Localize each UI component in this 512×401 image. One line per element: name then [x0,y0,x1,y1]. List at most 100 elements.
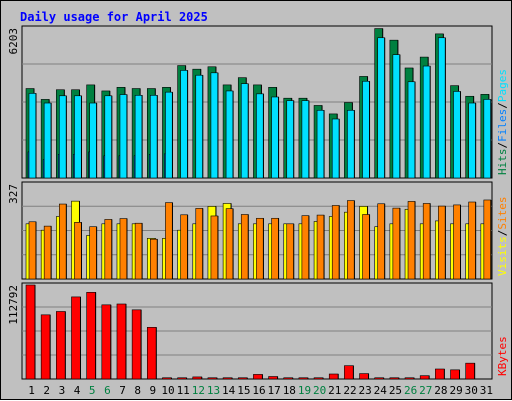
bar-sites-day-26 [407,201,416,280]
x-tick-label: 17 [268,384,281,397]
x-tick-label: 12 [192,384,205,397]
bar-kbytes-day-18 [283,377,294,380]
bar-sites-day-29 [453,204,462,280]
legend-entry: KBytes [496,336,509,376]
bar-pages-day-27 [422,65,431,179]
bar-sites-day-15 [240,214,249,280]
x-tick-label: 10 [161,384,174,397]
legend-entry: Visits [496,236,509,276]
x-tick-label: 24 [374,384,388,397]
bar-sites-day-6 [104,219,113,280]
bar-kbytes-day-21 [328,373,339,380]
legend-label: Visits/Sites [496,197,509,277]
x-tick-label: 11 [177,384,190,397]
bar-kbytes-day-30 [465,362,476,380]
x-tick-label: 20 [313,384,326,397]
x-tick-label: 18 [283,384,296,397]
bar-sites-day-19 [301,215,310,280]
bar-kbytes-day-11 [177,377,188,380]
bar-pages-day-25 [392,54,401,179]
bar-sites-day-9 [149,238,158,280]
legend-entry: / [496,142,509,149]
bar-sites-day-7 [119,218,128,280]
bar-kbytes-day-17 [268,376,279,380]
bar-sites-day-20 [316,214,325,280]
bar-kbytes-day-10 [162,377,172,380]
bar-pages-day-26 [407,81,416,179]
bar-sites-day-31 [483,199,492,280]
panel-kbytes: 112792 KBytes [7,282,509,380]
legend-entry: Pages [496,69,509,102]
x-tick-label: 13 [207,384,220,397]
bar-kbytes-day-23 [359,373,370,380]
x-tick-label: 6 [104,384,111,397]
series-kbytes [25,284,476,380]
bar-sites-day-23 [362,214,371,280]
bar-pages-day-3 [59,95,67,179]
legend-label: Hits/Files/Pages [496,69,509,175]
bar-kbytes-day-2 [40,314,51,380]
bar-pages-day-31 [483,99,492,179]
x-tick-label: 16 [252,384,265,397]
axis-max-label: 6203 [7,28,20,55]
bar-pages-day-9 [149,94,158,179]
bar-kbytes-day-9 [146,327,157,380]
x-tick-label: 23 [359,384,372,397]
panel-visits-sites: 327 Visits/Sites [7,181,509,280]
x-tick-label: 21 [328,384,341,397]
legend-entry: / [496,230,509,237]
bar-pages-day-29 [453,91,462,179]
bar-kbytes-day-5 [86,292,97,380]
bar-sites-day-22 [347,200,355,280]
bar-kbytes-day-29 [450,369,461,380]
bar-kbytes-day-8 [131,309,142,380]
bar-pages-day-24 [377,37,386,179]
x-tick-label: 5 [89,384,96,397]
bar-kbytes-day-3 [56,311,66,380]
bar-pages-day-22 [347,109,355,179]
bar-sites-day-13 [210,215,219,280]
x-tick-label: 4 [74,384,81,397]
x-tick-label: 9 [150,384,157,397]
x-tick-label: 27 [419,384,432,397]
bar-pages-day-12 [195,74,204,179]
x-tick-label: 29 [449,384,462,397]
bar-sites-day-28 [438,205,446,280]
bar-sites-day-5 [89,226,98,280]
bar-sites-day-30 [468,201,477,280]
bar-kbytes-day-24 [374,377,385,380]
bar-kbytes-day-25 [389,377,400,380]
x-tick-label: 14 [222,384,236,397]
bar-sites-day-12 [195,208,204,280]
bar-kbytes-day-6 [101,304,112,380]
x-tick-label: 25 [389,384,402,397]
bar-sites-day-16 [256,217,264,280]
bar-kbytes-day-26 [404,377,415,380]
legend-entry: / [496,102,509,109]
bar-kbytes-day-1 [25,284,36,380]
bar-pages-day-16 [256,93,264,179]
bar-kbytes-day-20 [313,377,324,380]
series-pages [28,37,492,179]
axis-max-label: 327 [7,184,20,204]
x-tick-label: 19 [298,384,311,397]
legend-entry: Sites [496,197,509,230]
bar-sites-day-21 [331,205,340,280]
legend-entry: Files [496,109,509,142]
bar-kbytes-day-4 [71,296,81,380]
x-tick-label: 1 [28,384,35,397]
panel-hits-files-pages: 6203 Hits/Files/Pages [7,25,509,179]
x-tick-label: 26 [404,384,417,397]
bar-sites-day-8 [134,222,143,280]
bar-kbytes-day-15 [237,377,248,380]
series-sites [28,199,492,280]
legend-label: KBytes [496,336,509,376]
bar-pages-day-7 [119,94,128,179]
x-tick-label: 31 [480,384,493,397]
bar-kbytes-day-19 [298,377,309,380]
x-tick-label: 22 [343,384,356,397]
bar-pages-day-4 [74,95,82,179]
bar-sites-day-27 [422,203,431,280]
x-tick-label: 8 [134,384,141,397]
